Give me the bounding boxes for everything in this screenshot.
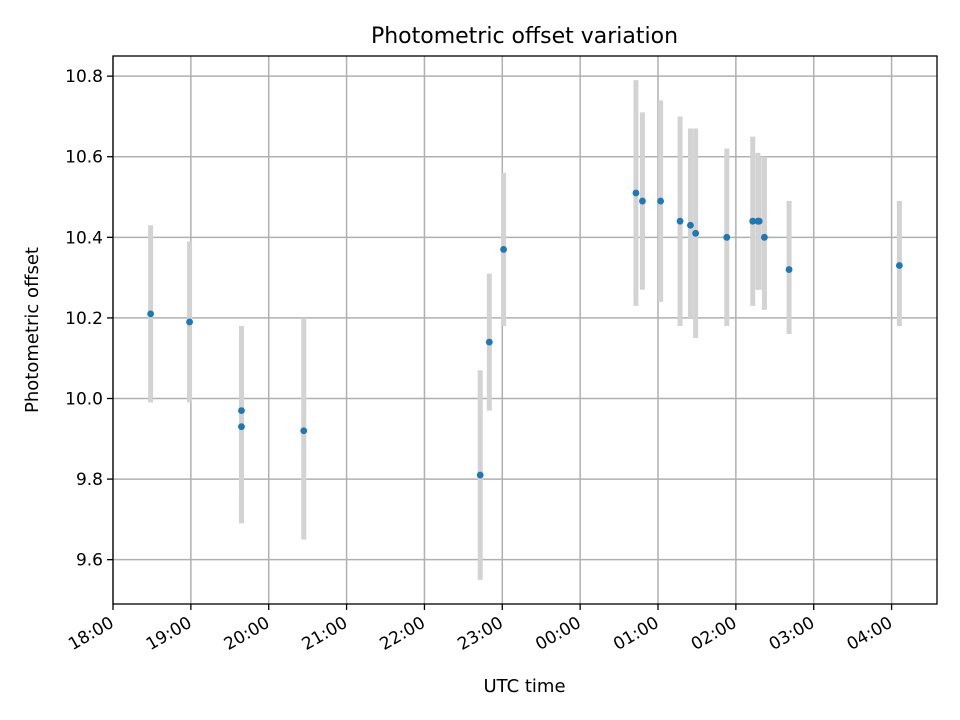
data-point (476, 471, 484, 479)
x-axis-label: UTC time (483, 676, 565, 697)
data-point (186, 318, 193, 326)
data-point (749, 217, 757, 225)
data-point (639, 197, 646, 205)
y-axis-label: Photometric offset (22, 247, 43, 413)
data-points (147, 189, 903, 479)
data-point (895, 262, 903, 269)
y-tick-label: 10.0 (65, 390, 103, 410)
y-axis-ticks: 9.6 9.8 10.0 10.2 10.4 10.6 10.8 (65, 67, 113, 571)
data-point (785, 266, 793, 273)
plot-frame (112, 55, 938, 605)
data-point (676, 217, 684, 225)
grid-layer (112, 56, 937, 604)
chart-title: Photometric offset variation (371, 24, 678, 49)
data-point (755, 217, 763, 225)
data-point (761, 233, 768, 241)
data-point (500, 246, 507, 253)
data-point (300, 427, 308, 435)
data-point (657, 197, 665, 205)
data-point (238, 423, 245, 431)
y-tick-label: 10.8 (65, 67, 103, 87)
y-tick-label: 10.6 (65, 148, 103, 168)
y-tick-label: 10.2 (65, 309, 103, 329)
data-point (687, 221, 694, 229)
data-point (485, 338, 493, 346)
data-point (723, 233, 731, 241)
data-point (238, 407, 245, 414)
data-point (632, 189, 640, 197)
data-point (147, 310, 155, 318)
y-tick-label: 9.8 (76, 470, 103, 490)
y-tick-label: 9.6 (76, 551, 103, 571)
y-tick-label: 10.4 (65, 228, 103, 248)
data-point (692, 229, 700, 237)
